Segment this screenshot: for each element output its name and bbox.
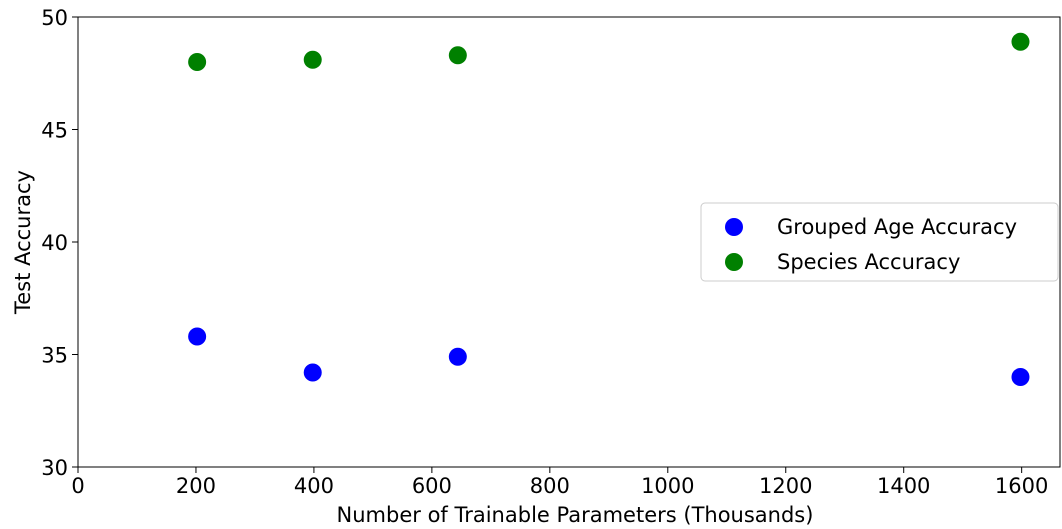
point (188, 53, 207, 71)
x-tick-label: 1600 (995, 474, 1048, 498)
point (1011, 32, 1030, 51)
y-tick-label: 35 (41, 344, 68, 368)
legend-marker (725, 218, 743, 236)
x-tick-label: 800 (530, 474, 570, 498)
y-tick-label: 50 (41, 6, 68, 30)
x-tick-label: 1400 (877, 474, 930, 498)
point (303, 363, 322, 382)
legend-marker (725, 253, 743, 271)
x-tick-label: 1000 (641, 474, 694, 498)
legend-box (700, 202, 1059, 282)
point (448, 46, 467, 65)
legend-label: Species Accuracy (777, 250, 960, 274)
point (303, 50, 322, 69)
y-tick-label: 40 (41, 231, 68, 255)
x-tick-label: 1200 (759, 474, 812, 498)
point (188, 327, 207, 346)
point (448, 347, 467, 366)
x-tick-label: 400 (294, 474, 334, 498)
y-axis-label: Test Accuracy (11, 170, 35, 315)
y-tick-label: 45 (41, 119, 68, 143)
x-tick-label: 200 (176, 474, 216, 498)
x-tick-label: 600 (412, 474, 452, 498)
y-tick-label: 30 (41, 456, 68, 480)
legend-label: Grouped Age Accuracy (777, 215, 1017, 239)
x-tick-label: 0 (71, 474, 84, 498)
point (1011, 368, 1030, 386)
x-axis-label: Number of Trainable Parameters (Thousand… (337, 503, 814, 527)
